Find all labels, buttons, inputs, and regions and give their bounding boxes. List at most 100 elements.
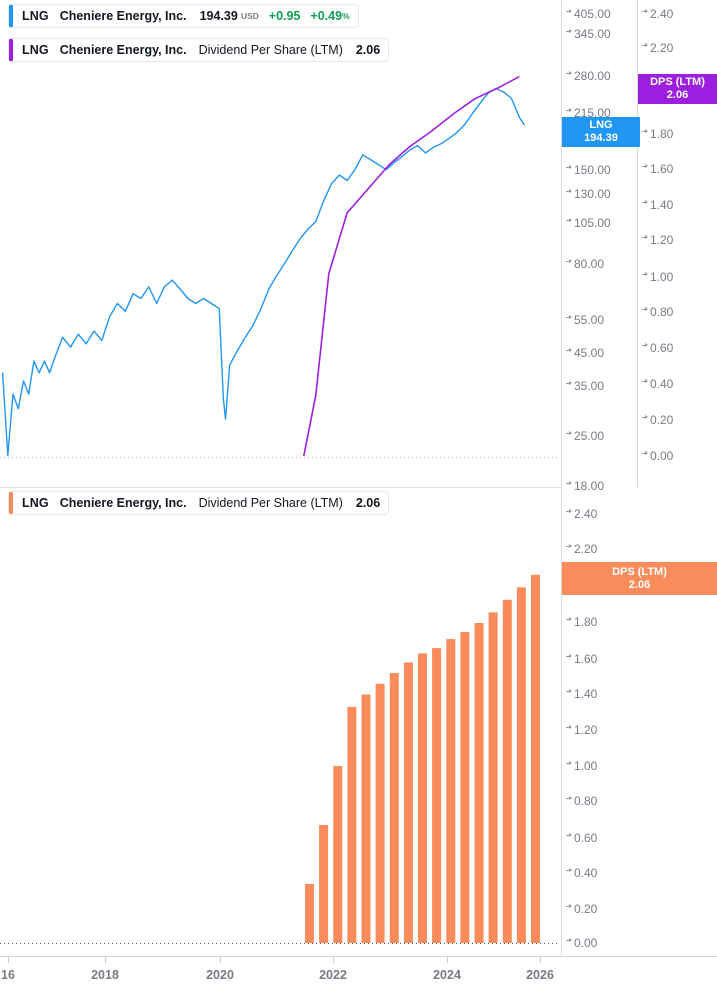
axis-tick-text: 0.80 bbox=[574, 794, 598, 808]
legend-price[interactable]: LNG Cheniere Energy, Inc. 194.39 USD +0.… bbox=[8, 4, 359, 28]
legend-indicator-description: Dividend Per Share (LTM) bbox=[198, 43, 343, 57]
axis-tick-label: 0.80 bbox=[642, 306, 673, 318]
dps-bar[interactable] bbox=[389, 673, 399, 943]
axis-tick-label: 1.00 bbox=[566, 760, 597, 772]
axis-tick-label: 0.40 bbox=[566, 867, 597, 879]
axis-tick-mark bbox=[566, 544, 572, 548]
time-axis-tick bbox=[105, 956, 106, 963]
axis-tick-mark bbox=[642, 129, 648, 133]
price-axis-line bbox=[561, 0, 562, 487]
time-axis-label: 2018 bbox=[91, 968, 119, 982]
dps-bar[interactable] bbox=[375, 683, 385, 943]
legend-dps-panel[interactable]: LNG Cheniere Energy, Inc. Dividend Per S… bbox=[8, 491, 390, 515]
legend-company-name: Cheniere Energy, Inc. bbox=[59, 9, 187, 23]
axis-tick-label: 1.40 bbox=[642, 199, 673, 211]
panel-divider[interactable] bbox=[0, 487, 561, 488]
axis-tick-text: 0.20 bbox=[650, 413, 674, 427]
axis-tick-mark bbox=[566, 481, 572, 485]
time-axis-tick bbox=[220, 956, 221, 963]
legend-dps-overlay[interactable]: LNG Cheniere Energy, Inc. Dividend Per S… bbox=[8, 38, 390, 62]
axis-tick-mark bbox=[566, 689, 572, 693]
price-badge-value: 194.39 bbox=[584, 132, 618, 144]
axis-tick-label: 105.00 bbox=[566, 217, 611, 229]
axis-tick-text: 0.00 bbox=[574, 936, 598, 950]
axis-tick-label: 2.20 bbox=[566, 542, 598, 556]
time-axis-label: 2026 bbox=[526, 968, 554, 982]
price-badge-label: LNG bbox=[589, 119, 613, 131]
dps-bar[interactable] bbox=[488, 612, 498, 943]
dps-bar[interactable] bbox=[333, 766, 343, 943]
axis-tick-text: 0.60 bbox=[574, 831, 598, 845]
dps-panel-badge[interactable]: DPS (LTM) 2.06 bbox=[562, 562, 717, 595]
axis-tick-mark bbox=[566, 71, 572, 75]
dps-bar[interactable] bbox=[460, 632, 470, 943]
axis-tick-label: 1.20 bbox=[642, 233, 674, 247]
dps-bar[interactable] bbox=[474, 623, 484, 943]
axis-tick-text: 1.60 bbox=[650, 162, 674, 176]
axis-tick-mark bbox=[642, 235, 648, 239]
price-badge-lng[interactable]: LNG 194.39 bbox=[562, 117, 640, 147]
axis-tick-mark bbox=[566, 654, 572, 658]
axis-tick-text: 1.40 bbox=[574, 687, 598, 701]
axis-tick-text: 2.20 bbox=[574, 542, 598, 556]
dps-panel-badge-label: DPS (LTM) bbox=[612, 565, 667, 578]
legend-currency-unit: USD bbox=[240, 11, 259, 21]
axis-tick-text: 0.60 bbox=[650, 341, 674, 355]
dps-overlay-badge-value: 2.06 bbox=[666, 89, 689, 101]
price-axis[interactable]: 405.00 345.00 280.00 215.00 150.00 130.00 105.… bbox=[561, 0, 637, 1005]
dps-chart-panel[interactable] bbox=[0, 488, 560, 956]
dps-bar-group bbox=[305, 574, 540, 944]
axis-tick-label: 1.60 bbox=[642, 162, 674, 176]
dps-overlay-axis[interactable]: 2.402.202.001.801.601.401.201.000.800.60… bbox=[637, 0, 717, 1005]
axis-tick-mark bbox=[566, 431, 572, 435]
legend-change-abs: +0.95 bbox=[268, 9, 301, 23]
axis-tick-text: 1.80 bbox=[650, 127, 674, 141]
axis-tick-mark bbox=[566, 29, 572, 33]
time-axis[interactable]: 16 2018 2020 2022 2024 2026 bbox=[0, 956, 717, 1005]
legend-ticker: LNG bbox=[22, 9, 49, 23]
axis-tick-mark bbox=[566, 761, 572, 765]
axis-tick-text: 215.00 bbox=[574, 106, 611, 120]
dps-bar[interactable] bbox=[432, 648, 442, 943]
axis-tick-label: 1.40 bbox=[566, 687, 598, 701]
axis-tick-text: 345.00 bbox=[574, 27, 611, 41]
price-chart-panel[interactable] bbox=[0, 0, 560, 487]
axis-tick-mark bbox=[566, 189, 572, 193]
axis-tick-mark bbox=[642, 451, 648, 455]
legend-company-name: Cheniere Energy, Inc. bbox=[59, 496, 187, 510]
axis-tick-text: 1.60 bbox=[574, 652, 598, 666]
axis-tick-mark bbox=[566, 381, 572, 385]
dps-bar[interactable] bbox=[502, 599, 512, 943]
axis-tick-label: 0.20 bbox=[642, 413, 674, 427]
legend-color-swatch bbox=[9, 5, 13, 27]
dps-bar[interactable] bbox=[361, 694, 371, 944]
dps-bar[interactable] bbox=[516, 587, 526, 943]
dps-bar[interactable] bbox=[418, 653, 427, 943]
axis-tick-label: 2.40 bbox=[566, 507, 598, 521]
axis-tick-label: 0.00 bbox=[642, 450, 673, 462]
axis-tick-text: 45.00 bbox=[574, 346, 605, 360]
legend-change-pct: +0.49 bbox=[310, 9, 343, 23]
dps-overlay-badge-label: DPS (LTM) bbox=[650, 76, 705, 88]
time-axis-label: 2022 bbox=[319, 968, 347, 982]
dps-bar[interactable] bbox=[319, 825, 329, 943]
dps-bar[interactable] bbox=[446, 639, 456, 943]
axis-tick-mark bbox=[566, 9, 572, 13]
dps-bar[interactable] bbox=[347, 707, 357, 943]
legend-percent-sign: % bbox=[342, 11, 350, 21]
axis-tick-text: 1.20 bbox=[650, 233, 674, 247]
axis-tick-text: 2.40 bbox=[574, 507, 598, 521]
axis-tick-label: 1.60 bbox=[566, 652, 598, 666]
dps-overlay-axis-line bbox=[637, 0, 638, 487]
axis-tick-mark bbox=[566, 796, 572, 800]
dps-overlay-badge[interactable]: DPS (LTM) 2.06 bbox=[638, 74, 717, 104]
dps-bar[interactable] bbox=[403, 662, 413, 943]
axis-tick-label: 2.20 bbox=[642, 42, 673, 54]
axis-tick-mark bbox=[642, 379, 648, 383]
dps-panel-badge-value: 2.06 bbox=[628, 578, 651, 591]
legend-color-swatch bbox=[9, 492, 13, 514]
axis-tick-label: 1.80 bbox=[566, 616, 597, 628]
dps-bar[interactable] bbox=[305, 884, 314, 943]
dps-bar[interactable] bbox=[531, 574, 540, 943]
